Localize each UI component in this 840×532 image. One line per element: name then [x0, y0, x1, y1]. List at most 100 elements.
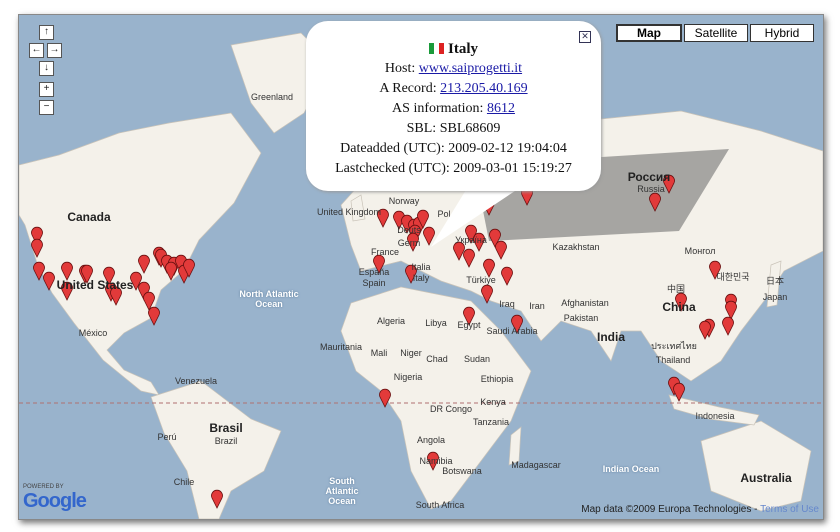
map-label-australia: Australia [740, 471, 792, 485]
location-marker[interactable] [379, 388, 391, 408]
map-label-italia: Italia [411, 262, 431, 272]
location-marker[interactable] [31, 238, 43, 258]
location-marker[interactable] [501, 266, 513, 286]
map-label-iraq: Iraq [499, 299, 515, 309]
host-link[interactable]: www.saiprogetti.it [418, 61, 523, 76]
map-label-indonesia: Indonesia [695, 411, 735, 421]
location-marker[interactable] [463, 248, 475, 268]
map-type-hybrid-button[interactable]: Hybrid [750, 24, 814, 42]
location-marker[interactable] [423, 226, 435, 246]
location-marker[interactable] [483, 258, 495, 278]
map-label-libya: Libya [425, 318, 447, 328]
location-marker[interactable] [673, 382, 685, 402]
africa-landmass [340, 286, 532, 510]
pan-right-button[interactable]: → [47, 43, 62, 58]
google-logo[interactable]: POWERED BY Google [23, 484, 87, 513]
location-marker[interactable] [138, 281, 150, 301]
map-label-kazakhstan: Kazakhstan [552, 242, 600, 252]
map-label-niger: Niger [400, 348, 422, 358]
location-marker[interactable] [663, 174, 675, 194]
a-record-label: A Record: [379, 81, 437, 96]
terms-of-use-link[interactable]: Terms of Use [760, 504, 819, 515]
zoom-out-button[interactable]: − [39, 100, 54, 115]
attribution-text: Map data ©2009 Europa Technologies - [581, 504, 758, 515]
map-canvas[interactable]: Greenland Canada United States México Venezu… [18, 14, 824, 520]
location-marker[interactable] [377, 208, 389, 228]
pan-left-button[interactable]: ← [29, 43, 44, 58]
location-marker[interactable] [463, 306, 475, 326]
location-marker[interactable] [33, 261, 45, 281]
as-row: AS information: 8612 [306, 99, 601, 119]
map-label-chad: Chad [426, 354, 448, 364]
location-marker[interactable] [138, 254, 150, 274]
location-marker[interactable] [649, 192, 661, 212]
map-type-control: Map Satellite Hybrid [614, 24, 814, 42]
location-marker[interactable] [709, 260, 721, 280]
australia-landmass [700, 420, 812, 512]
map-label-egypt: Egypt [457, 320, 481, 330]
zoom-in-button[interactable]: + [39, 82, 54, 97]
map-label-namibia: Namibia [419, 456, 453, 466]
map-label-india: India [596, 330, 626, 344]
location-marker[interactable] [699, 320, 711, 340]
location-marker[interactable] [465, 224, 477, 244]
popup-title: Italy [306, 39, 601, 59]
location-marker[interactable] [511, 314, 523, 334]
map-label-united-states: United States [56, 278, 134, 292]
map-label-south-africa: South Africa [415, 500, 465, 510]
map-label-thailand: Thailand [655, 355, 691, 365]
location-marker[interactable] [495, 240, 507, 260]
location-marker[interactable] [81, 264, 93, 284]
as-link[interactable]: 8612 [486, 101, 515, 116]
location-marker[interactable] [373, 254, 385, 274]
location-marker[interactable] [453, 241, 465, 261]
location-marker[interactable] [427, 451, 439, 471]
location-marker[interactable] [405, 264, 417, 284]
location-marker[interactable] [103, 266, 115, 286]
map-label-mongolia-local: Монгол [684, 246, 716, 256]
location-marker[interactable] [31, 226, 43, 246]
map-label-china-local: 中国 [666, 284, 686, 294]
location-marker[interactable] [165, 261, 177, 281]
a-record-link[interactable]: 213.205.40.169 [440, 81, 528, 96]
location-marker[interactable] [130, 271, 142, 291]
location-marker[interactable] [183, 258, 195, 278]
location-marker[interactable] [110, 286, 122, 306]
location-marker[interactable] [417, 209, 429, 229]
map-label-chile: Chile [173, 477, 195, 487]
map-label-italy: Italy [412, 273, 430, 283]
map-label-venezuela: Venezuela [174, 376, 218, 386]
location-marker[interactable] [725, 300, 737, 320]
map-label-poland: Pol [437, 209, 451, 219]
location-marker[interactable] [148, 306, 160, 326]
map-label-iran: Iran [529, 301, 545, 311]
close-icon[interactable]: ✕ [579, 31, 591, 43]
location-marker[interactable] [675, 292, 687, 312]
map-type-satellite-button[interactable]: Satellite [684, 24, 748, 42]
map-label-afghanistan: Afghanistan [561, 298, 609, 308]
south-america-landmass [150, 380, 282, 519]
pan-up-button[interactable]: ↑ [39, 25, 54, 40]
location-marker[interactable] [61, 261, 73, 281]
map-label-north-atlantic: North Atlantic Ocean [239, 289, 299, 309]
info-window: ✕ Italy Host: www.saiprogetti.it A Recor… [306, 21, 601, 191]
dateadded-text: Dateadded (UTC): 2009-02-12 19:04:04 [340, 141, 567, 156]
location-marker[interactable] [473, 232, 485, 252]
map-label-deutschland: Deuts [397, 225, 421, 235]
location-marker[interactable] [43, 271, 55, 291]
location-marker[interactable] [407, 232, 419, 252]
location-marker[interactable] [61, 281, 73, 301]
pan-down-button[interactable]: ↓ [39, 61, 54, 76]
map-label-sudan: Sudan [463, 354, 491, 364]
location-marker[interactable] [481, 284, 493, 304]
map-type-map-button[interactable]: Map [616, 24, 682, 42]
location-marker[interactable] [211, 489, 223, 509]
location-marker[interactable] [143, 291, 155, 311]
host-row: Host: www.saiprogetti.it [306, 59, 601, 79]
location-marker[interactable] [722, 316, 734, 336]
location-marker[interactable] [489, 228, 501, 248]
map-label-kenya: Kenya [480, 397, 506, 407]
country-name: Italy [448, 41, 478, 57]
map-label-brasil: Brasil [209, 421, 243, 435]
italy-flag-icon [429, 43, 444, 54]
